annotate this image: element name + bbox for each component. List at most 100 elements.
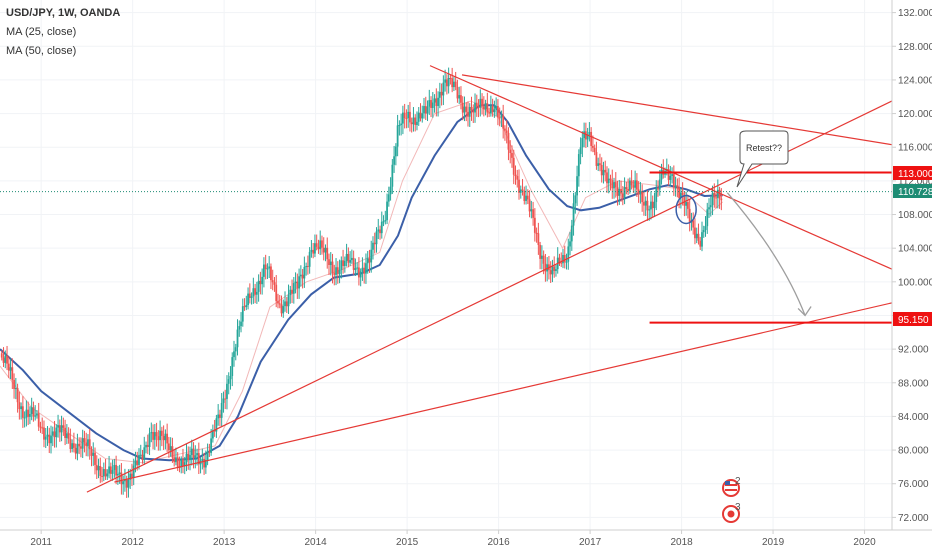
candle-body (108, 466, 110, 474)
candle-body (389, 186, 392, 195)
candle-body (275, 284, 278, 302)
candle-body (101, 475, 103, 477)
candle-body (507, 132, 510, 150)
y-tick-label: 116.000 (898, 143, 932, 154)
retest-callout[interactable] (736, 130, 789, 188)
candle-body (593, 147, 596, 153)
candle-body (702, 230, 705, 233)
candle-body (88, 439, 91, 450)
candle-body (99, 465, 102, 476)
candle-body (565, 261, 568, 263)
candle-body (129, 473, 132, 480)
candle-body (173, 457, 176, 463)
annotations[interactable]: Retest?? (675, 130, 812, 317)
candle-body (711, 193, 714, 206)
trendline[interactable] (114, 302, 893, 483)
candle-body (208, 451, 211, 453)
candle-body (488, 112, 491, 114)
candle-body (284, 301, 286, 307)
candle-body (194, 455, 197, 458)
horizontal-levels[interactable] (0, 171, 892, 324)
candle-body (62, 425, 65, 428)
candle-body (116, 473, 119, 476)
candle-body (303, 266, 306, 279)
candle-body (676, 185, 679, 188)
candle-body (48, 434, 51, 444)
candles (0, 67, 723, 498)
candle-body (549, 270, 552, 275)
candle-body (363, 267, 366, 274)
candle-body (37, 413, 40, 427)
candle-body (368, 258, 371, 263)
candle-body (500, 115, 503, 118)
trendline[interactable] (461, 74, 893, 146)
resistance-tag-text: 113.000 (898, 169, 932, 180)
candle-body (356, 267, 359, 269)
candle-body (204, 459, 207, 468)
candle-body (679, 192, 682, 199)
candle-body (294, 281, 297, 284)
candle-body (618, 188, 621, 196)
candle-body (687, 202, 689, 209)
candle-body (407, 111, 410, 119)
candle-body (72, 443, 75, 448)
candle-body (537, 233, 540, 245)
candle-body (715, 197, 717, 199)
candle-body (674, 185, 677, 188)
candle-body (697, 233, 700, 241)
candle-body (55, 427, 58, 438)
trendlines[interactable] (86, 65, 893, 493)
candle-body (248, 293, 251, 298)
candle-body (92, 452, 95, 456)
candle-body (160, 430, 163, 436)
candle-body (310, 249, 313, 252)
candle-body (219, 414, 221, 418)
candle-body (609, 178, 612, 181)
candle-body (83, 438, 86, 443)
trendline[interactable] (429, 65, 893, 270)
candle-body (468, 106, 471, 117)
candle-body (224, 398, 227, 400)
trendline[interactable] (86, 100, 893, 493)
candle-body (21, 406, 24, 418)
candle-body (308, 251, 311, 267)
candle-body (132, 465, 135, 478)
candle-body (379, 229, 381, 234)
highlight-circle[interactable] (675, 194, 697, 225)
candle-body (257, 280, 260, 292)
candle-body (254, 288, 257, 295)
candle-body (482, 106, 485, 110)
candle-body (176, 457, 179, 468)
candle-body (597, 163, 600, 166)
candle-body (234, 347, 237, 352)
candle-body (523, 190, 526, 201)
candle-body (365, 263, 367, 274)
candle-body (65, 433, 68, 438)
candle-body (607, 178, 610, 184)
event-badges[interactable]: 2 3 (722, 476, 741, 523)
candle-body (486, 103, 489, 113)
candle-body (136, 460, 139, 465)
candle-body (30, 407, 33, 414)
candle-body (342, 260, 344, 266)
candle-body (263, 264, 265, 277)
legend-ma50[interactable]: MA (50, close) (6, 45, 77, 57)
candle-body (658, 179, 661, 190)
candle-body (41, 427, 44, 429)
candle-body (245, 305, 248, 307)
candle-body (489, 105, 492, 114)
projection-arrow[interactable] (726, 192, 806, 316)
y-tick-label: 72.000 (898, 513, 929, 524)
candle-body (606, 172, 608, 184)
candle-body (384, 220, 387, 222)
candle-body (423, 106, 425, 114)
candle-body (495, 106, 498, 110)
candle-body (683, 194, 686, 206)
legend-ma25[interactable]: MA (25, close) (6, 26, 77, 38)
candle-body (419, 112, 422, 119)
candle-body (553, 266, 556, 272)
candle-body (706, 209, 709, 227)
candle-body (261, 276, 264, 285)
candle-body (329, 261, 332, 266)
